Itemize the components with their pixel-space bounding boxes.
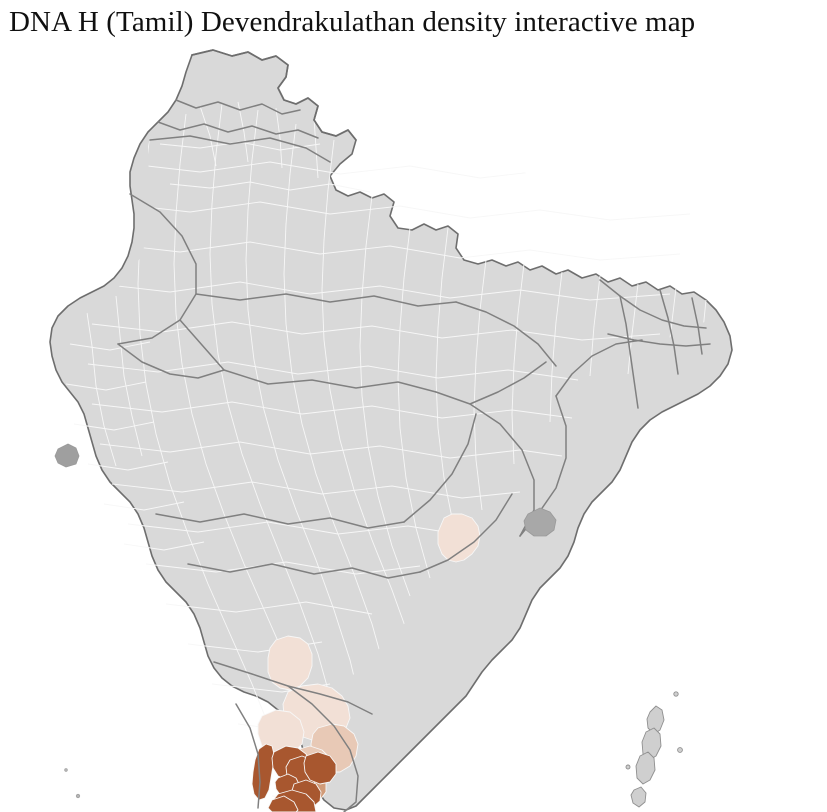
page-title: DNA H (Tamil) Devendrakulathan density i… [9, 6, 696, 38]
island-dot-west [625, 764, 631, 770]
lakshadweep-islands [64, 768, 81, 799]
island-dot-barren [677, 747, 683, 753]
north-outline-layer [158, 50, 356, 140]
region-tn-coimbatore-strip[interactable] [252, 744, 274, 800]
island-dot-lakshadweep-2 [64, 768, 68, 772]
sundarbans-delta [523, 507, 557, 537]
state-boundary-layer [118, 136, 710, 812]
region-prakasam-coastal[interactable] [438, 514, 480, 562]
map-base-layer [49, 49, 733, 811]
island-dot-narcondam [673, 691, 679, 697]
map-canvas[interactable] [0, 44, 827, 812]
region-karnataka-south[interactable] [268, 636, 312, 690]
island-dot-lakshadweep-1 [75, 793, 81, 799]
island-south-andaman [635, 751, 656, 785]
island-middle-andaman [641, 727, 662, 761]
island-north-andaman [646, 705, 665, 735]
region-tn-sivaganga[interactable] [304, 752, 336, 784]
landmass-mainland [49, 49, 733, 811]
region-tn-kanyakumari[interactable] [268, 796, 298, 812]
andaman-nicobar-islands [625, 691, 683, 808]
kutch-patch [54, 443, 80, 468]
india-choropleth-svg[interactable] [0, 44, 827, 812]
island-little-andaman [630, 786, 647, 808]
